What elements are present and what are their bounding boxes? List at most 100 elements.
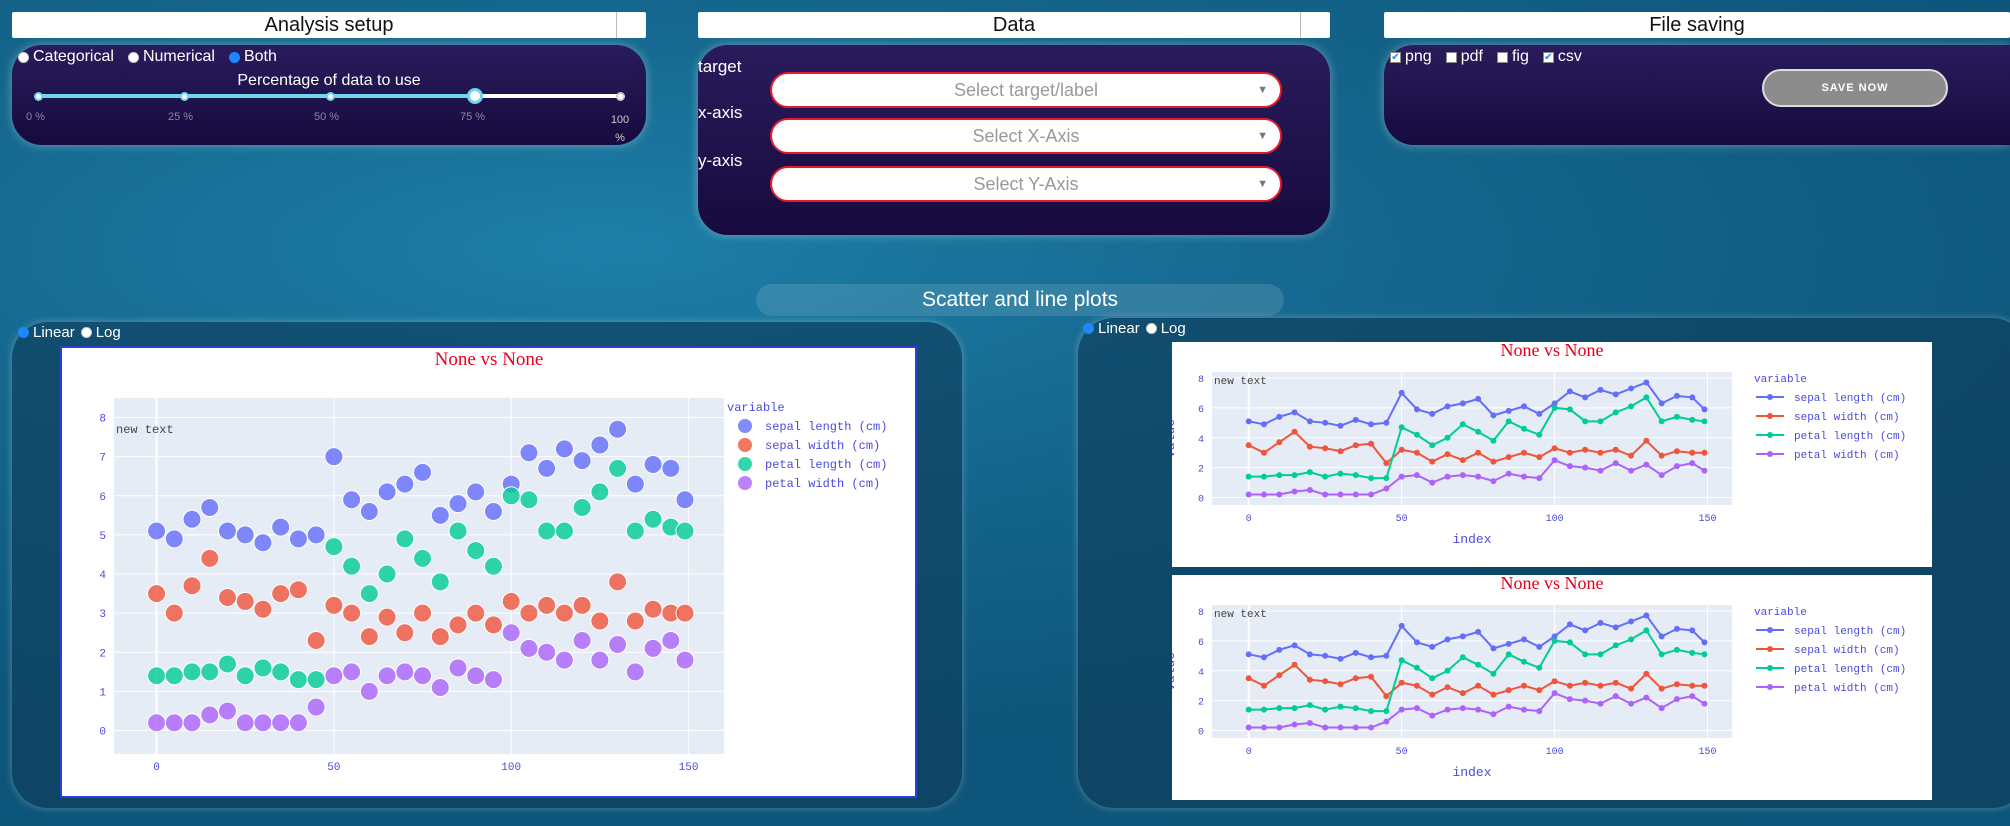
data-point [182, 576, 202, 596]
radio-dot[interactable] [228, 51, 240, 63]
data-point [483, 670, 503, 690]
legend-swatch [1767, 413, 1773, 419]
data-point [1413, 639, 1420, 646]
data-point [1413, 682, 1420, 689]
data-point [1306, 676, 1313, 683]
y-tick-label: 0 [99, 727, 106, 739]
radio-numerical[interactable]: Numerical [127, 48, 215, 66]
data-header[interactable]: Data [698, 12, 1330, 38]
data-point [1582, 679, 1589, 686]
data-point [235, 525, 255, 545]
data-point [413, 603, 433, 623]
save-now-button[interactable]: SAVE NOW [1762, 69, 1948, 107]
checkbox-csv[interactable]: ✔ csv [1542, 48, 1582, 66]
data-point [1368, 724, 1375, 731]
chart-title: None vs None [1501, 342, 1604, 360]
file-saving-header[interactable]: File saving [1384, 12, 2010, 38]
radio-label: Both [243, 48, 277, 65]
slider-mark-dot[interactable] [180, 92, 189, 101]
chevron-down-icon[interactable]: ▼ [1257, 130, 1268, 142]
radio-log[interactable]: Log [80, 324, 121, 341]
radio-dot[interactable] [80, 327, 92, 338]
checkbox-fig[interactable]: fig [1496, 48, 1529, 66]
checkbox-pdf[interactable]: pdf [1445, 48, 1483, 66]
data-point [1398, 622, 1405, 629]
data-point [1261, 724, 1267, 731]
radio-dot[interactable] [1083, 323, 1094, 334]
data-point [324, 666, 344, 686]
radio-both[interactable]: Both [228, 48, 277, 66]
data-point [1398, 389, 1405, 396]
scatter-plot[interactable]: 0 1 2 3 4 5 6 7 8 0 50 100 150 None vs None new text va… [60, 346, 917, 798]
data-point [1521, 682, 1527, 689]
checkbox-box[interactable] [1496, 51, 1508, 63]
radio-dot[interactable] [18, 51, 29, 63]
data-point [1245, 724, 1252, 731]
slider-handle[interactable] [467, 88, 483, 104]
radio-categorical[interactable]: Categorical [18, 48, 114, 66]
data-point [200, 662, 220, 682]
data-point [1643, 379, 1650, 386]
y-axis-dropdown[interactable]: Select Y-Axis ▼ [770, 166, 1282, 202]
y-tick-label: 3 [99, 609, 106, 621]
y-tick-label: 0 [1198, 728, 1204, 739]
collapse-toggle[interactable] [616, 12, 646, 38]
radio-log[interactable]: Log [1145, 320, 1186, 337]
chevron-down-icon[interactable]: ▼ [1257, 84, 1268, 96]
data-point [1701, 467, 1708, 474]
data-point [1383, 485, 1390, 492]
checkbox-png[interactable]: ✔ png [1390, 48, 1432, 66]
check-icon[interactable]: ✔ [1542, 51, 1554, 63]
data-point [1322, 473, 1329, 480]
data-point [1551, 400, 1558, 407]
data-point [1536, 687, 1543, 694]
data-point [448, 521, 468, 541]
slider-mark-dot[interactable] [34, 92, 43, 101]
data-point [554, 439, 574, 459]
slider-mark-dot[interactable] [616, 92, 625, 101]
collapse-toggle[interactable] [1300, 12, 1330, 38]
data-point [1383, 708, 1390, 715]
data-point [1413, 431, 1420, 438]
data-point [1337, 491, 1344, 498]
data-point [1291, 428, 1298, 435]
data-point [1322, 706, 1329, 713]
data-point [1551, 690, 1558, 697]
data-point [1291, 642, 1298, 649]
data-point [182, 713, 202, 733]
chevron-down-icon[interactable]: ▼ [1257, 178, 1268, 190]
check-icon[interactable]: ✔ [1390, 51, 1401, 63]
analysis-setup-header[interactable]: Analysis setup [12, 12, 646, 38]
data-point [1701, 651, 1708, 658]
data-point [342, 490, 362, 510]
radio-linear[interactable]: Linear [1083, 320, 1140, 337]
data-point [1597, 619, 1604, 626]
data-point [1658, 633, 1665, 640]
data-point [1368, 708, 1375, 715]
radio-linear[interactable]: Linear [18, 324, 75, 341]
line-plot-bottom[interactable]: 0 2 4 6 8 0 50 100 150 None vs None new text index v… [1172, 575, 1932, 800]
dropdown-placeholder: Select X-Axis [972, 126, 1080, 146]
data-point [1612, 446, 1619, 453]
data-point [1276, 472, 1283, 479]
data-point [1643, 627, 1650, 634]
data-point [1582, 697, 1589, 704]
slider-mark-dot[interactable] [326, 92, 335, 101]
data-point [1490, 670, 1497, 677]
data-point [200, 705, 220, 725]
line-plot-top[interactable]: 0 2 4 6 8 0 50 100 150 None vs None new text index v… [1172, 342, 1932, 567]
radio-dot[interactable] [18, 327, 29, 338]
target-dropdown[interactable]: Select target/label ▼ [770, 72, 1282, 108]
x-axis-dropdown[interactable]: Select X-Axis ▼ [770, 118, 1282, 154]
checkbox-box[interactable] [1445, 51, 1457, 63]
data-point [1490, 437, 1497, 444]
radio-dot[interactable] [127, 51, 139, 63]
chart-annotation: new text [116, 423, 174, 437]
data-point [1413, 449, 1420, 456]
data-point [1628, 385, 1635, 392]
radio-dot[interactable] [1145, 323, 1157, 334]
right-scale-radio: Linear Log [1083, 320, 1200, 337]
data-point [1521, 403, 1527, 410]
data-point [1628, 452, 1635, 459]
data-point [1505, 418, 1512, 425]
